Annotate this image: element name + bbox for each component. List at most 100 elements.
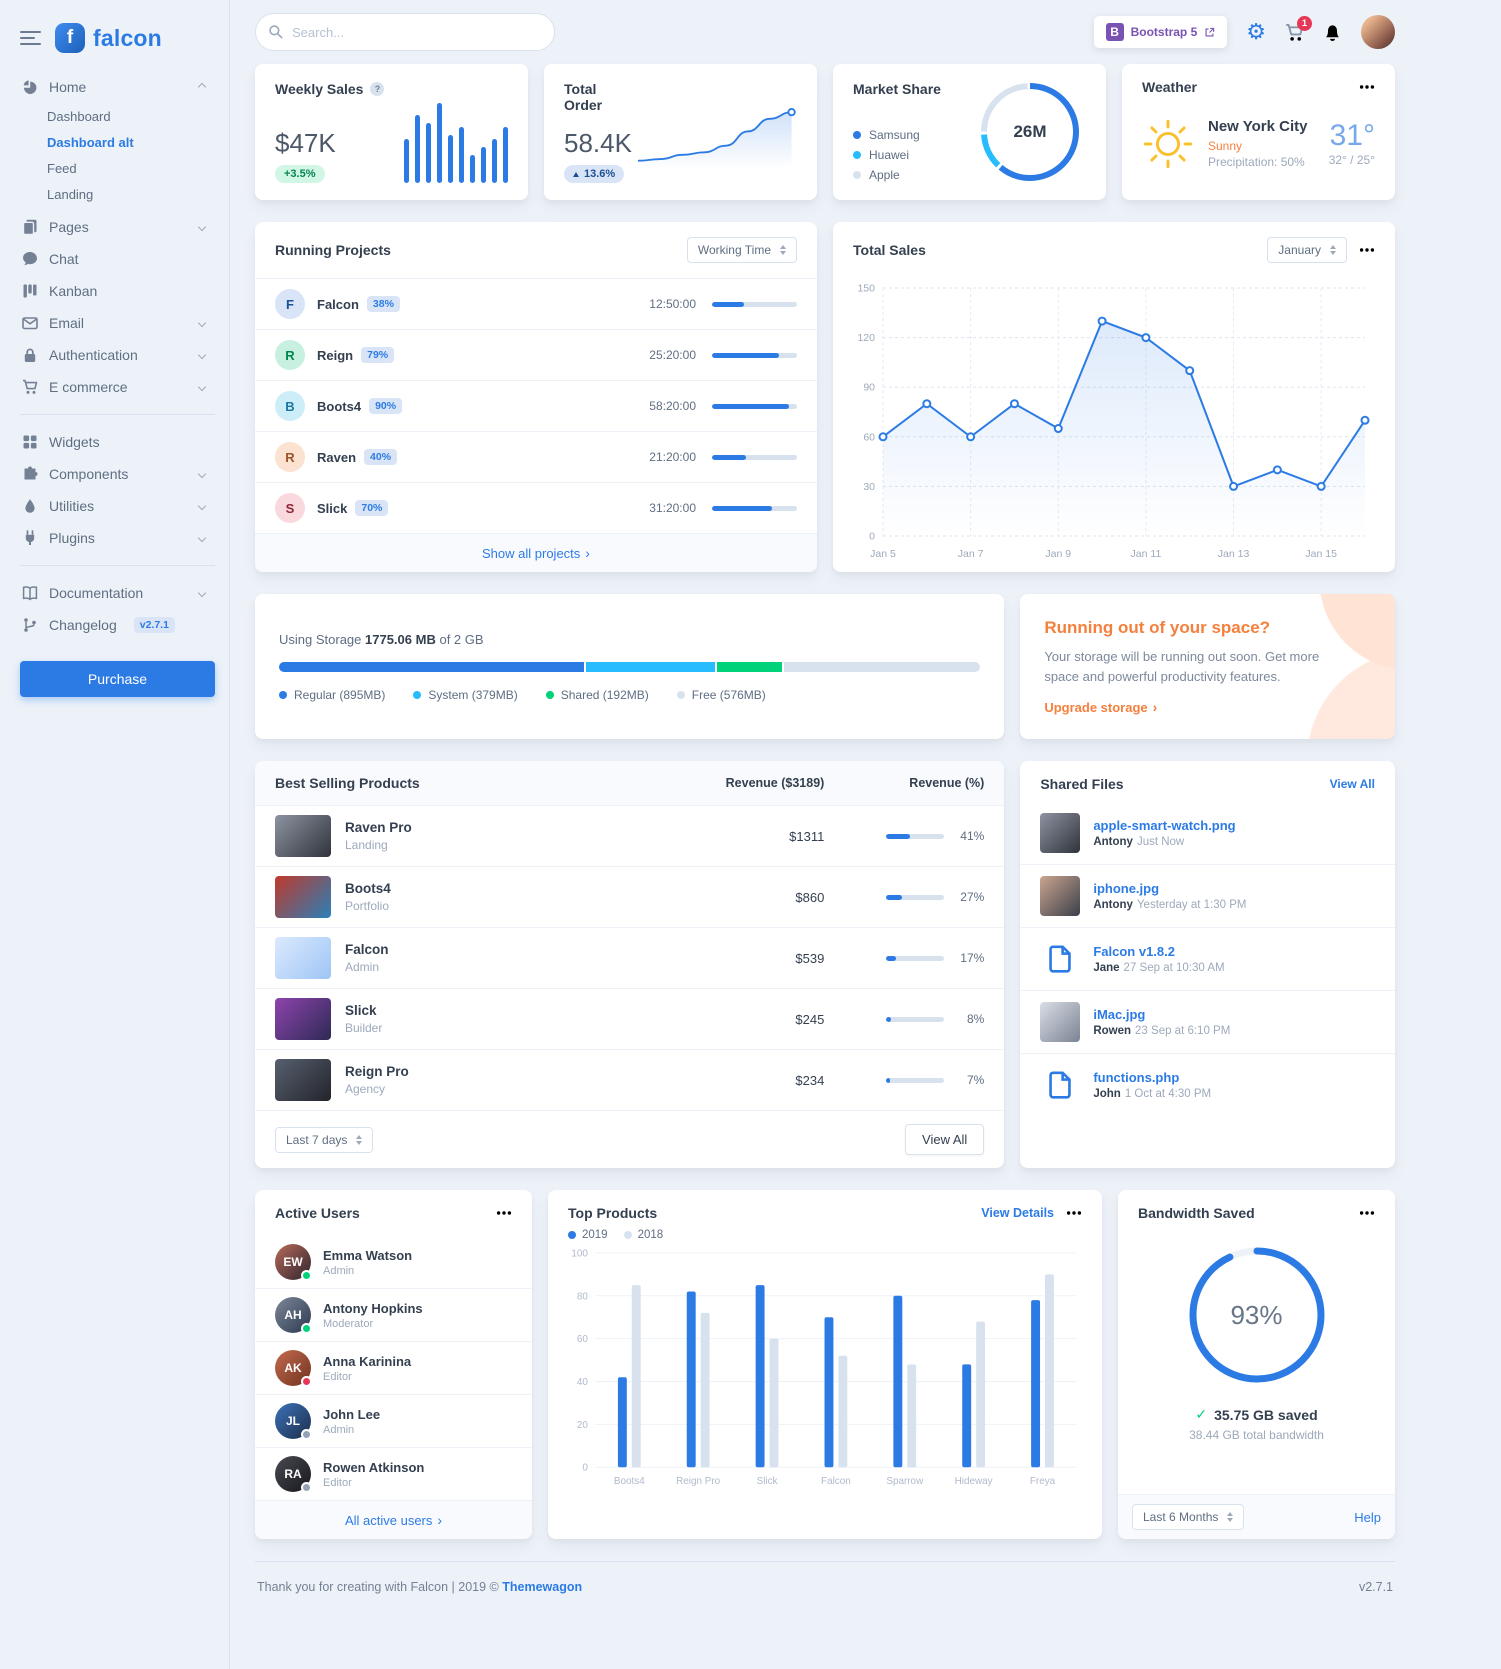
product-thumbnail [275,998,331,1040]
product-name[interactable]: Falcon [345,942,389,957]
sidebar-item-chat[interactable]: Chat [20,243,215,275]
project-progress-bar [712,403,797,409]
project-name[interactable]: Reign [317,347,354,363]
bootstrap-logo-icon: B [1105,23,1124,41]
user-role: Editor [323,1370,352,1383]
bandwidth-total-label: 38.44 GB total bandwidth [1189,1428,1324,1442]
project-row: R Raven 40% 21:20:00 [255,431,817,482]
card-menu-button[interactable] [1359,79,1375,95]
sidebar-item-widgets[interactable]: Widgets [20,426,215,458]
file-name[interactable]: apple-smart-watch.png [1093,818,1236,833]
project-name[interactable]: Slick [317,500,348,516]
card-menu-button[interactable] [1359,1205,1375,1221]
month-select[interactable]: January [1267,237,1347,263]
user-name[interactable]: Emma Watson [323,1247,413,1263]
card-menu-button[interactable] [496,1205,512,1221]
sidebar-item-plugins[interactable]: Plugins [20,522,215,554]
notifications-button[interactable] [1323,23,1342,42]
sidebar-item-components[interactable]: Components [20,458,215,490]
project-name[interactable]: Raven [317,449,357,465]
product-revenue-pct: 27% [960,890,985,904]
project-name[interactable]: Boots4 [317,398,362,414]
product-name[interactable]: Slick [345,1003,377,1018]
svg-text:0: 0 [582,1463,588,1474]
themewagon-link[interactable]: Themewagon [502,1580,583,1594]
product-name[interactable]: Raven Pro [345,820,412,835]
user-role: Editor [323,1476,352,1489]
puzzle-icon [22,466,38,482]
upgrade-storage-link[interactable]: Upgrade storage [1044,699,1157,715]
sidebar-item-feed[interactable]: Feed [47,160,77,176]
card-menu-button[interactable] [1359,242,1375,258]
version-badge: v2.7.1 [133,617,175,633]
project-progress-bar [712,301,797,307]
bootstrap-badge[interactable]: B Bootstrap 5 [1093,16,1228,48]
sidebar-item-email[interactable]: Email [20,307,215,339]
date-range-select[interactable]: Last 7 days [275,1126,374,1153]
view-all-files-link[interactable]: View All [1329,777,1375,791]
working-time-select[interactable]: Working Time [686,237,797,263]
show-all-projects-link[interactable]: Show all projects [255,533,817,572]
sidebar-item-label: E commerce [49,379,128,395]
file-row: functions.php John 1 Oct at 4:30 PM [1020,1053,1395,1116]
caret-up-icon [573,171,579,177]
file-name[interactable]: functions.php [1093,1070,1180,1085]
help-link[interactable]: Help [1354,1509,1381,1525]
check-icon: ✓ [1195,1406,1208,1422]
sidebar-item-utilities[interactable]: Utilities [20,490,215,522]
sidebar-item-label: Home [49,79,87,95]
purchase-button[interactable]: Purchase [20,661,215,697]
project-time: 12:50:00 [649,297,696,311]
user-name[interactable]: Anna Karinina [323,1353,412,1369]
months-select[interactable]: Last 6 Months [1132,1504,1245,1530]
topbar-actions: B Bootstrap 5 ⚙ 1 [1093,15,1395,49]
sidebar-item-dashboard-alt[interactable]: Dashboard alt [47,134,134,150]
file-name[interactable]: Falcon v1.8.2 [1093,944,1175,959]
sidebar-nav: Home Dashboard Dashboard alt Feed Landin… [20,71,215,641]
product-revenue-pct: 8% [966,1012,985,1026]
card-title: Market Share [853,81,941,97]
product-revenue-pct: 7% [966,1073,985,1087]
all-active-users-link[interactable]: All active users [255,1500,532,1539]
file-name[interactable]: iphone.jpg [1093,881,1160,896]
user-name[interactable]: Antony Hopkins [323,1300,423,1316]
brand-logo[interactable]: f falcon [55,23,162,53]
svg-text:Jan 13: Jan 13 [1218,548,1250,560]
sidebar-item-changelog[interactable]: Changelog v2.7.1 [20,609,215,641]
file-timestamp: 1 Oct at 4:30 PM [1124,1088,1212,1100]
sidebar-item-ecommerce[interactable]: E commerce [20,371,215,403]
sidebar-item-dashboard[interactable]: Dashboard [47,108,111,124]
card-menu-button[interactable] [1066,1205,1082,1221]
sidebar-item-pages[interactable]: Pages [20,211,215,243]
file-owner: John [1093,1088,1121,1100]
sidebar-item-documentation[interactable]: Documentation [20,577,215,609]
menu-toggle-button[interactable] [20,31,41,45]
product-name[interactable]: Reign Pro [345,1064,409,1079]
card-title: Bandwidth Saved [1138,1205,1255,1221]
weather-precipitation: Precipitation: 50% [1208,155,1305,169]
view-details-link[interactable]: View Details [981,1206,1054,1220]
card-title: Weather [1142,79,1197,95]
sidebar-item-authentication[interactable]: Authentication [20,339,215,371]
file-name[interactable]: iMac.jpg [1093,1007,1146,1022]
view-all-button[interactable]: View All [905,1124,985,1155]
card-title: Top Products [568,1205,658,1221]
user-name[interactable]: Rowen Atkinson [323,1459,425,1475]
help-icon[interactable] [370,82,385,96]
plug-icon [22,530,38,546]
user-avatar[interactable] [1361,15,1395,49]
home-submenu: Dashboard Dashboard alt Feed Landing [47,103,215,207]
sidebar-divider [20,414,215,415]
status-indicator [301,1323,312,1334]
card-title: Total Sales [853,242,926,258]
project-name[interactable]: Falcon [317,296,359,312]
sidebar-item-landing[interactable]: Landing [47,186,94,202]
settings-button[interactable]: ⚙ [1246,21,1266,43]
search-input[interactable] [255,13,555,51]
product-name[interactable]: Boots4 [345,881,391,896]
sidebar-item-kanban[interactable]: Kanban [20,275,215,307]
user-name[interactable]: John Lee [323,1406,381,1422]
cart-button[interactable]: 1 [1285,15,1312,42]
sidebar-item-home[interactable]: Home [20,71,215,103]
status-indicator [301,1270,312,1281]
